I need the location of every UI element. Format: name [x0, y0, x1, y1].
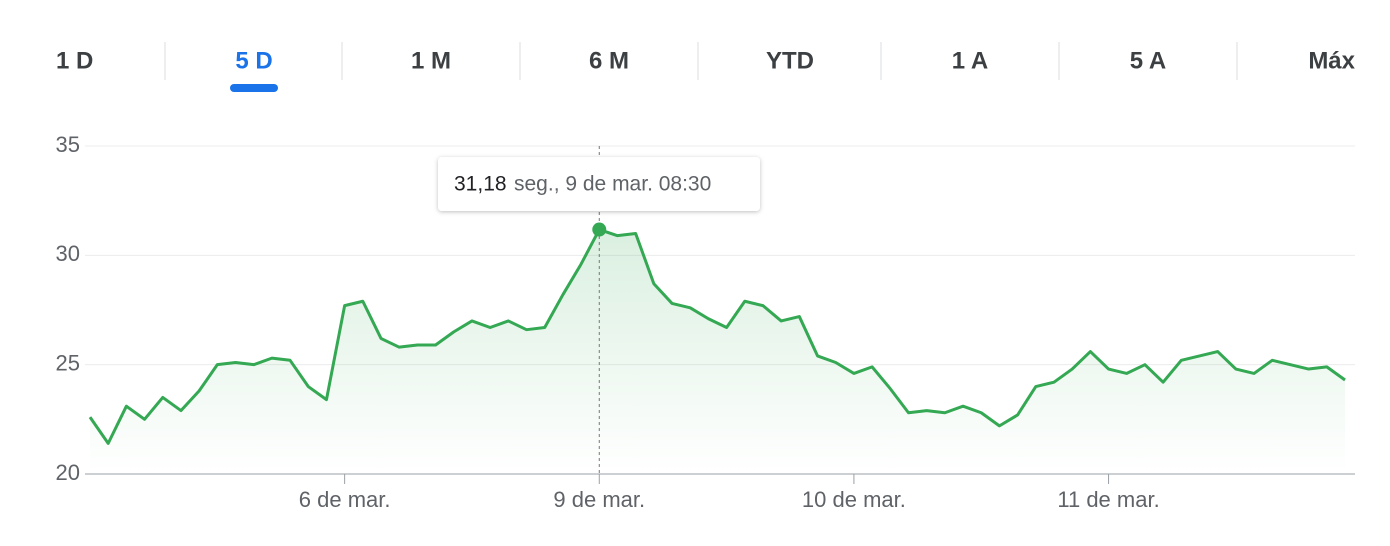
tooltip-label: seg., 9 de mar. 08:30 — [514, 173, 711, 196]
x-tick-label: 6 de mar. — [299, 487, 391, 512]
tab-indicator — [230, 84, 278, 92]
y-tick-label: 25 — [56, 350, 80, 375]
tab[interactable]: 1 M — [411, 47, 451, 74]
x-tick-label: 10 de mar. — [802, 487, 906, 512]
x-tick-label: 11 de mar. — [1057, 487, 1159, 512]
line — [88, 228, 1346, 445]
tab[interactable]: 1 A — [952, 47, 988, 74]
tab[interactable]: 6 M — [589, 47, 629, 74]
x-tick-label: 9 de mar. — [553, 487, 645, 512]
tab[interactable]: Máx — [1308, 47, 1355, 74]
tooltip-value: 31,18 — [454, 173, 507, 196]
y-tick-label: 35 — [56, 132, 80, 157]
tab[interactable]: 5 D — [235, 47, 272, 74]
area — [90, 229, 1345, 474]
tab[interactable]: 5 A — [1130, 47, 1166, 74]
highlight-point — [592, 222, 607, 237]
y-tick-label: 20 — [56, 460, 80, 485]
y-tick-label: 30 — [56, 241, 80, 266]
tooltip-box — [438, 157, 760, 211]
tab[interactable]: YTD — [766, 47, 814, 74]
tab[interactable]: 1 D — [56, 47, 93, 74]
